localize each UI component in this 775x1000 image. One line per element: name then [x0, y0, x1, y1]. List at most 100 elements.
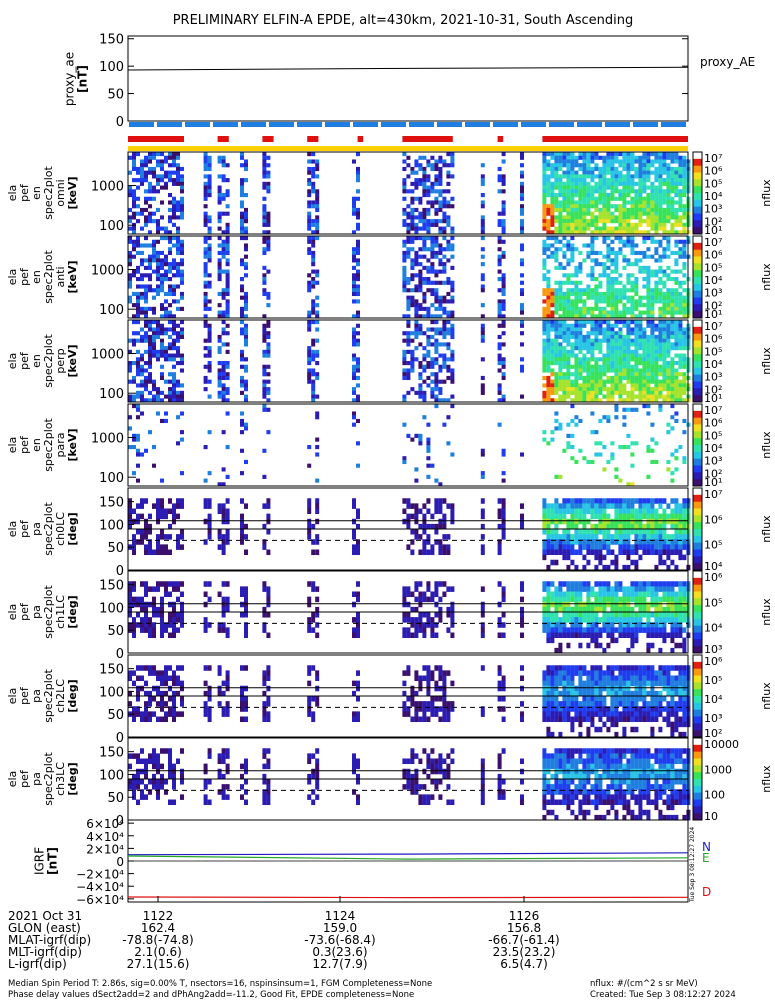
- spectrogram-cell: [430, 204, 435, 209]
- spectrogram-cell: [132, 239, 136, 244]
- spectrogram-cell: [570, 222, 575, 227]
- spectrogram-cell: [262, 448, 267, 453]
- spectrogram-cell: [501, 189, 506, 194]
- spectrogram-cell: [602, 239, 607, 244]
- colorbar-swatch: [693, 193, 702, 201]
- spectrogram-cell: [574, 534, 579, 540]
- spectrogram-cell: [501, 622, 506, 628]
- spectrogram-cell: [497, 390, 502, 395]
- spectrogram-cell: [546, 269, 551, 274]
- spectrogram-cell: [315, 230, 320, 235]
- spectrogram-cell: [642, 239, 647, 244]
- spectrogram-cell: [221, 327, 226, 332]
- spectrogram-cell: [244, 299, 248, 304]
- spectrogram-cell: [418, 277, 423, 282]
- spectrogram-cell: [586, 288, 591, 293]
- spectrogram-cell: [590, 503, 595, 509]
- spectrogram-tick-label: 1000: [91, 432, 124, 447]
- spectrogram-cell: [406, 314, 411, 319]
- spectrogram-cell: [160, 265, 164, 270]
- spectrogram-cell: [626, 152, 631, 157]
- spectrogram-cell: [666, 166, 671, 172]
- spectrogram-cell: [356, 361, 360, 366]
- colorbar-swatch: [693, 522, 702, 530]
- spectrogram-cell: [638, 375, 643, 381]
- spectrogram-cell: [244, 159, 248, 164]
- spectrogram-cell: [622, 422, 627, 427]
- spectrogram-cell: [520, 306, 524, 311]
- spectrogram-cell: [650, 200, 655, 205]
- spectrogram-cell: [554, 258, 559, 263]
- colorbar-swatch: [693, 388, 702, 396]
- spectrogram-cell: [406, 523, 411, 530]
- spectrogram-cell: [148, 211, 152, 216]
- spectrogram-cell: [674, 361, 679, 366]
- spectrogram-cell: [606, 364, 611, 369]
- spectrogram-cell: [497, 310, 502, 315]
- spectrogram-cell: [650, 222, 655, 227]
- spectrogram-cell: [352, 632, 356, 639]
- spectrogram-cell: [497, 368, 502, 373]
- spectrogram-cell: [164, 346, 168, 351]
- spectrogram-cell: [682, 299, 687, 304]
- spectrogram-cell: [132, 200, 136, 205]
- spectrogram-cell: [570, 418, 575, 424]
- spectrogram-cell: [622, 564, 627, 571]
- blue-bar-segment: [409, 122, 434, 127]
- spectrogram-cell: [128, 601, 132, 608]
- spectrogram-cell: [446, 441, 451, 446]
- spectrogram-cell: [356, 622, 360, 628]
- spectrogram-cell: [594, 291, 599, 297]
- spectrogram-cell: [558, 222, 563, 227]
- spectrogram-cell: [682, 498, 687, 504]
- spectrogram-cell: [634, 331, 639, 336]
- spectrogram-cell: [128, 185, 132, 190]
- spectrogram-cell: [244, 178, 248, 183]
- spectrogram-cell: [562, 222, 567, 227]
- spectrogram-cell: [480, 523, 485, 530]
- spectrogram-cell: [501, 612, 506, 618]
- spectrogram-cell: [430, 189, 435, 194]
- spectrogram-cell: [144, 349, 148, 354]
- spectrogram-cell: [606, 215, 611, 220]
- spectrogram-cell: [266, 601, 271, 608]
- spectrogram-cell: [442, 327, 447, 332]
- spectrogram-cell: [598, 503, 603, 509]
- spectrogram-cell: [480, 338, 485, 343]
- spectrogram-cell: [618, 342, 623, 347]
- spectrogram-cell: [662, 544, 667, 550]
- spectrogram-cell: [172, 622, 176, 628]
- spectrogram-cell: [594, 346, 599, 351]
- spectrogram-cell: [550, 437, 555, 442]
- colorbar-swatch: [693, 381, 702, 389]
- spectrogram-cell: [558, 295, 563, 300]
- spectrogram-cell: [634, 181, 639, 186]
- spectrogram-cell: [225, 250, 230, 256]
- spectrogram-cell: [352, 327, 356, 332]
- spectrogram-cell: [630, 327, 635, 332]
- spectrogram-cell: [207, 163, 212, 168]
- spectrogram-cell: [480, 448, 485, 453]
- spectrogram-cell: [622, 196, 627, 201]
- spectrogram-cell: [614, 178, 619, 183]
- spectrogram-cell: [225, 581, 230, 587]
- spectrogram-cell: [144, 544, 148, 550]
- spectrogram-cell: [646, 379, 651, 384]
- spectrogram-cell: [546, 549, 551, 556]
- spectrogram-cell: [662, 375, 667, 381]
- spectrogram-cell: [562, 372, 567, 377]
- spectrogram-cell: [180, 185, 184, 190]
- spectrogram-cell: [221, 372, 226, 377]
- spectrogram-cell: [562, 334, 567, 340]
- spectrogram-cell: [630, 215, 635, 220]
- spectrogram-cell: [554, 349, 559, 354]
- spectrogram-cell: [610, 353, 615, 358]
- spectrogram-cell: [203, 204, 208, 209]
- spectrogram-cell: [570, 303, 575, 308]
- spectrogram-cell: [562, 250, 567, 256]
- spectrogram-cell: [634, 196, 639, 201]
- spectrogram-cell: [446, 503, 451, 509]
- spectrogram-cell: [582, 390, 587, 395]
- spectrogram-cell: [426, 422, 431, 427]
- spectrogram-cell: [638, 196, 643, 201]
